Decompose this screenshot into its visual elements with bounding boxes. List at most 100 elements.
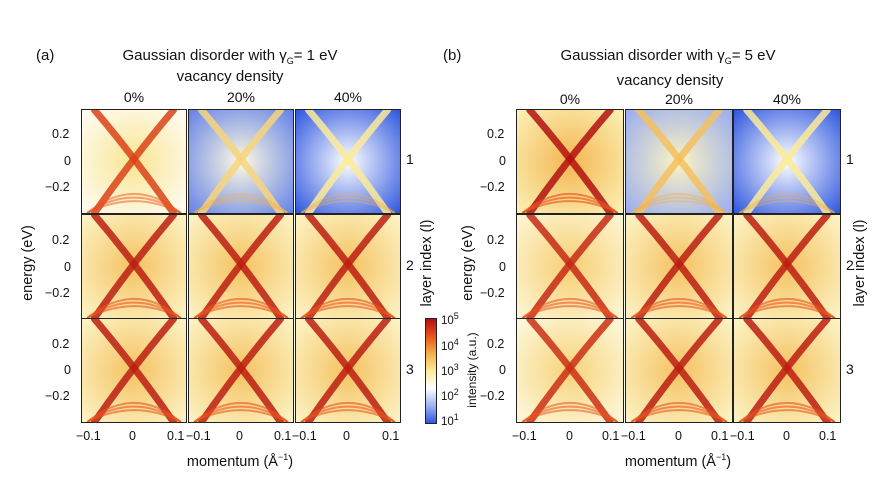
band-arc (300, 200, 396, 213)
dispersion-branch (304, 215, 392, 318)
dispersion-branch (90, 319, 178, 422)
colorbar-tick-1e1-exp: 1 (453, 412, 459, 422)
band-arc (521, 409, 619, 422)
panel-a-row-label: layer index (l) (419, 219, 435, 307)
panel-a-layer3-col1 (81, 318, 187, 423)
band-arc (738, 196, 836, 213)
panel-b-layer2-col3 (733, 214, 841, 319)
panel-b-layer1-col1 (516, 109, 624, 214)
colorbar-tick-1e4-base: 10 (441, 340, 454, 353)
band-arc (193, 193, 289, 213)
band-arc (86, 298, 182, 318)
band-arc (193, 402, 289, 422)
colorbar (425, 318, 437, 424)
panel-b-ylabel: energy (eV) (460, 225, 476, 301)
colorbar-tick-1e5-base: 10 (441, 314, 454, 327)
band-arc (630, 196, 728, 213)
panel-b-col-20: 20% (664, 91, 694, 107)
band-arc (300, 298, 396, 318)
band-arc (630, 200, 728, 213)
band-arc (738, 193, 836, 213)
panel-b-xlabel-sup: −1 (715, 452, 727, 462)
band-arc (193, 196, 289, 213)
band-arc (300, 193, 396, 213)
panel-a-xlabel-sup: −1 (277, 452, 289, 462)
panel-b-layer1-col3 (733, 109, 841, 214)
band-arc (86, 301, 182, 318)
band-arc (300, 196, 396, 213)
a-c0-xtick-0.1: 0.1 (167, 429, 185, 443)
panel-a-layer2-col1 (81, 214, 187, 319)
panel-b-xlabel: momentum (Å−1) (588, 452, 768, 470)
colorbar-tick-1e5: 105 (441, 311, 459, 327)
dispersion-branch (635, 319, 723, 422)
panel-b-subtitle: vacancy density (616, 72, 724, 89)
b-r1-ytick-neg0.2: −0.2 (480, 180, 505, 194)
band-arc (300, 405, 396, 422)
band-arc (521, 200, 619, 213)
colorbar-tick-1e1: 101 (441, 412, 459, 428)
dispersion-branch (197, 110, 285, 213)
b-r2-ytick-0: 0 (499, 260, 506, 274)
band-arc (300, 301, 396, 318)
colorbar-tick-1e2-base: 10 (441, 390, 454, 403)
b-c1-xtick-0: 0 (675, 429, 682, 443)
a-r2-ytick-0: 0 (64, 260, 71, 274)
panel-b-col-0: 0% (559, 91, 581, 107)
colorbar-label: intensity (a.u.) (465, 332, 479, 408)
dispersion-branch (635, 110, 723, 213)
colorbar-tick-1e3-exp: 3 (453, 362, 459, 372)
band-arc (630, 298, 728, 318)
band-arc (630, 193, 728, 213)
panel-b-layer3-col1 (516, 318, 624, 423)
panel-b-xlabel-text: momentum (Å (624, 453, 716, 470)
b-c2-xtick-neg0.1: −0.1 (730, 429, 755, 443)
panel-b-label: (b) (443, 47, 462, 64)
panel-b-layer3-col3 (733, 318, 841, 423)
panel-b-row-2: 2 (846, 257, 854, 273)
dispersion-branch (526, 215, 614, 318)
colorbar-tick-1e5-exp: 5 (453, 311, 459, 321)
band-arc (738, 305, 836, 318)
colorbar-tick-1e4: 104 (441, 337, 459, 353)
b-r3-ytick-neg0.2: −0.2 (480, 389, 505, 403)
b-r3-ytick-0.2: 0.2 (487, 337, 505, 351)
band-arc (86, 409, 182, 422)
dispersion-branch (526, 319, 614, 422)
band-arc (86, 405, 182, 422)
a-c2-xtick-0.1: 0.1 (382, 429, 400, 443)
band-arc (300, 409, 396, 422)
panel-b-title-text: Gaussian disorder with γ (560, 47, 725, 64)
b-r2-ytick-0.2: 0.2 (487, 233, 505, 247)
panel-a-layer1-col3 (295, 109, 401, 214)
band-arc (738, 301, 836, 318)
band-arc (300, 402, 396, 422)
band-arc (193, 298, 289, 318)
panel-b-layer2-col1 (516, 214, 624, 319)
band-arc (738, 200, 836, 213)
panel-a-label: (a) (36, 47, 55, 64)
band-arc (86, 193, 182, 213)
band-arc (193, 200, 289, 213)
panel-a-ylabel: energy (eV) (20, 225, 36, 301)
dispersion-branch (304, 319, 392, 422)
panel-b-row-3: 3 (846, 361, 854, 377)
dispersion-branch (197, 319, 285, 422)
dispersion-branch (197, 215, 285, 318)
colorbar-gradient (426, 319, 436, 423)
a-r1-ytick-neg0.2: −0.2 (45, 180, 70, 194)
panel-a-row-3: 3 (406, 361, 414, 377)
b-r3-ytick-0: 0 (499, 363, 506, 377)
dispersion-branch (635, 215, 723, 318)
panel-a-subtitle: vacancy density (176, 68, 284, 85)
b-r2-ytick-neg0.2: −0.2 (480, 286, 505, 300)
dispersion-branch (743, 319, 831, 422)
panel-a-row-2: 2 (406, 257, 414, 273)
colorbar-tick-1e2: 102 (441, 387, 459, 403)
band-arc (738, 409, 836, 422)
panel-a-xlabel-close: ) (288, 453, 294, 470)
band-arc (193, 405, 289, 422)
band-arc (630, 409, 728, 422)
panel-a-layer1-col1 (81, 109, 187, 214)
dispersion-branch (90, 110, 178, 213)
